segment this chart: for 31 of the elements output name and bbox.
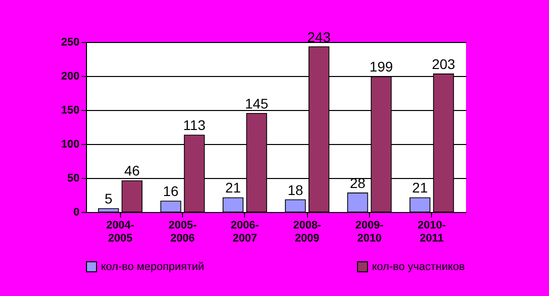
x-tick-label: 2008-2009: [293, 220, 322, 244]
x-tick-label: 2006-2007: [230, 220, 260, 244]
bar: [98, 208, 119, 212]
data-label: 243: [307, 28, 331, 45]
data-label: 203: [432, 56, 456, 72]
x-tick-label: 2004-2005: [106, 220, 135, 244]
data-label: 199: [370, 58, 394, 75]
y-tick-label: 50: [67, 172, 80, 184]
x-tick-label: 2009-2010: [355, 220, 384, 244]
bar: [222, 197, 244, 212]
x-tick-label: 2010-2011: [418, 220, 446, 244]
data-label: 18: [288, 182, 304, 198]
bar: [160, 200, 182, 212]
y-tick-label: 0: [73, 206, 80, 218]
bar: [347, 192, 368, 212]
data-label: 145: [244, 95, 269, 112]
y-tick-label: 250: [61, 36, 80, 48]
y-tick-label: 200: [61, 70, 80, 82]
data-label: 21: [412, 180, 428, 196]
legend-label: кол-во мероприятий: [101, 260, 204, 273]
data-label: 16: [162, 183, 179, 200]
data-label: 113: [183, 117, 206, 134]
data-label: 46: [124, 162, 140, 179]
data-label: 21: [225, 180, 242, 196]
y-tick-label: 150: [61, 104, 80, 116]
x-tick-label: 2005-2006: [168, 220, 197, 244]
bar: [410, 197, 430, 212]
legend-label: кол-во участников: [372, 260, 465, 273]
y-tick-label: 100: [61, 138, 80, 150]
bar: [284, 199, 306, 212]
data-label: 5: [104, 190, 113, 207]
